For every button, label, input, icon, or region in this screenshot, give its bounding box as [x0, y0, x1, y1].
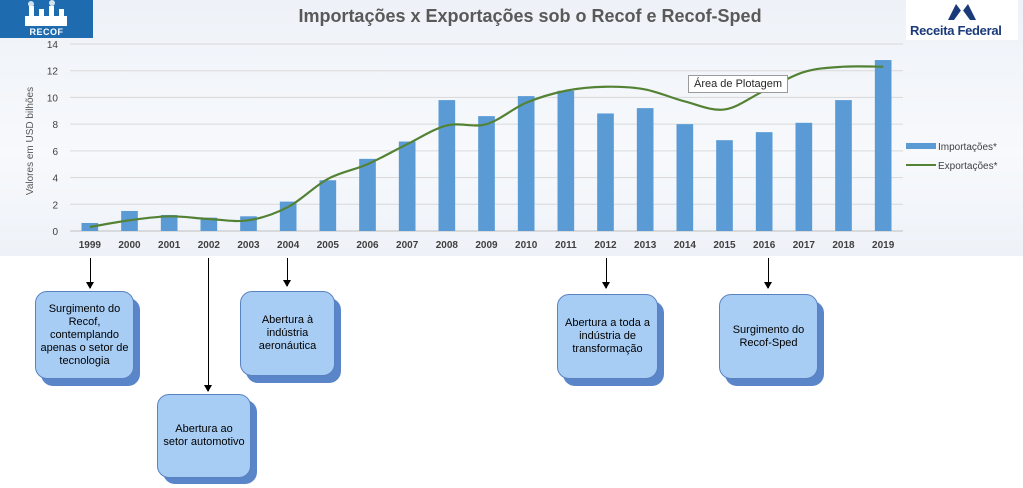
- bar-2010: [517, 96, 535, 231]
- y-axis-label: Valores em USD bilhões: [25, 87, 36, 195]
- legend-label-imports: Importações*: [938, 142, 997, 153]
- bar-2014: [676, 124, 694, 231]
- x-tick-label: 2014: [674, 240, 697, 251]
- chart-band: [0, 0, 1023, 256]
- bar-2009: [478, 116, 495, 231]
- x-tick-label: 2018: [832, 240, 855, 251]
- bar-2012: [597, 113, 614, 231]
- arrow-1999: [86, 258, 94, 289]
- bar-2018: [835, 100, 852, 231]
- y-tick-label: 2: [52, 200, 58, 211]
- x-tick-label: 2007: [396, 240, 419, 251]
- bar-2013: [636, 108, 654, 231]
- recof-logo: RECOF: [0, 0, 93, 38]
- x-tick-label: 2001: [158, 240, 181, 251]
- x-tick-label: 2006: [356, 240, 379, 251]
- annotation-box-2012: Abertura a toda a indústria de transform…: [557, 294, 658, 379]
- legend-label-exports: Exportações*: [938, 161, 998, 172]
- bar-2006: [359, 158, 376, 231]
- x-tick-label: 2012: [594, 240, 617, 251]
- annotation-box-2004: Abertura à indústria aeronáutica: [240, 291, 335, 376]
- x-tick-label: 2011: [555, 240, 577, 251]
- x-tick-label: 2008: [436, 240, 459, 251]
- bar-2011: [557, 90, 575, 231]
- bar-2008: [438, 100, 456, 231]
- recof-logo-text: RECOF: [29, 27, 64, 37]
- x-tick-label: 2005: [317, 240, 340, 251]
- bar-2007: [398, 141, 416, 231]
- legend-bar-swatch: [906, 143, 936, 149]
- x-tick-label: 1999: [79, 240, 102, 251]
- x-tick-label: 2003: [237, 240, 260, 251]
- annotation-box-2002: Abertura ao setor automotivo: [157, 394, 251, 478]
- x-tick-label: 2019: [872, 240, 895, 251]
- x-tick-label: 2009: [475, 240, 498, 251]
- bar-2016: [755, 132, 773, 231]
- y-axis-ticks: 0 2 4 6 8 10 12 14: [47, 40, 59, 238]
- bar-2015: [716, 140, 733, 231]
- x-tick-label: 2000: [118, 240, 141, 251]
- legend: Importações* Exportações*: [906, 142, 998, 172]
- x-tick-label: 2010: [515, 240, 538, 251]
- x-tick-label: 2017: [793, 240, 816, 251]
- y-tick-label: 8: [52, 120, 58, 131]
- x-tick-label: 2004: [277, 240, 300, 251]
- receita-federal-logo-text: Receita Federal: [910, 23, 1002, 38]
- bar-2017: [795, 122, 813, 231]
- plot-area-tooltip: Área de Plotagem: [688, 75, 789, 93]
- y-tick-label: 10: [47, 93, 59, 104]
- arrow-2012: [602, 258, 610, 289]
- receita-federal-logo: Receita Federal: [906, 0, 1018, 40]
- receita-lion-icon: [948, 4, 976, 20]
- chart-title: Importações x Exportações sob o Recof e …: [298, 6, 762, 26]
- x-tick-label: 2002: [198, 240, 221, 251]
- annotation-box-1999: Surgimento do Recof, contemplando apenas…: [35, 291, 134, 379]
- bar-2005: [319, 180, 337, 231]
- bar-2019: [874, 60, 892, 232]
- bar-1999: [81, 222, 99, 231]
- bar-2002: [200, 217, 218, 231]
- arrow-2004: [283, 258, 291, 287]
- y-tick-label: 12: [47, 67, 59, 78]
- y-tick-label: 6: [52, 147, 58, 158]
- y-tick-label: 14: [47, 40, 59, 51]
- chart: 0 2 4 6 8 10 12 14 1999 2000 2001 2002 2003 2004 2005…: [25, 40, 998, 251]
- x-tick-label: 2016: [753, 240, 776, 251]
- x-axis-ticks: 1999 2000 2001 2002 2003 2004 2005 2006 2007 2008…: [79, 240, 895, 251]
- y-tick-label: 0: [52, 227, 58, 238]
- arrow-2002: [204, 258, 212, 392]
- annotation-box-2016: Surgimento do Recof-Sped: [719, 294, 818, 379]
- y-tick-label: 4: [52, 174, 58, 185]
- factory-icon: [25, 0, 67, 26]
- bar-2001: [160, 214, 178, 231]
- x-tick-label: 2013: [634, 240, 657, 251]
- import-bars: [81, 60, 892, 232]
- export-line: [89, 65, 884, 229]
- arrow-2016: [764, 258, 772, 289]
- x-tick-label: 2015: [713, 240, 736, 251]
